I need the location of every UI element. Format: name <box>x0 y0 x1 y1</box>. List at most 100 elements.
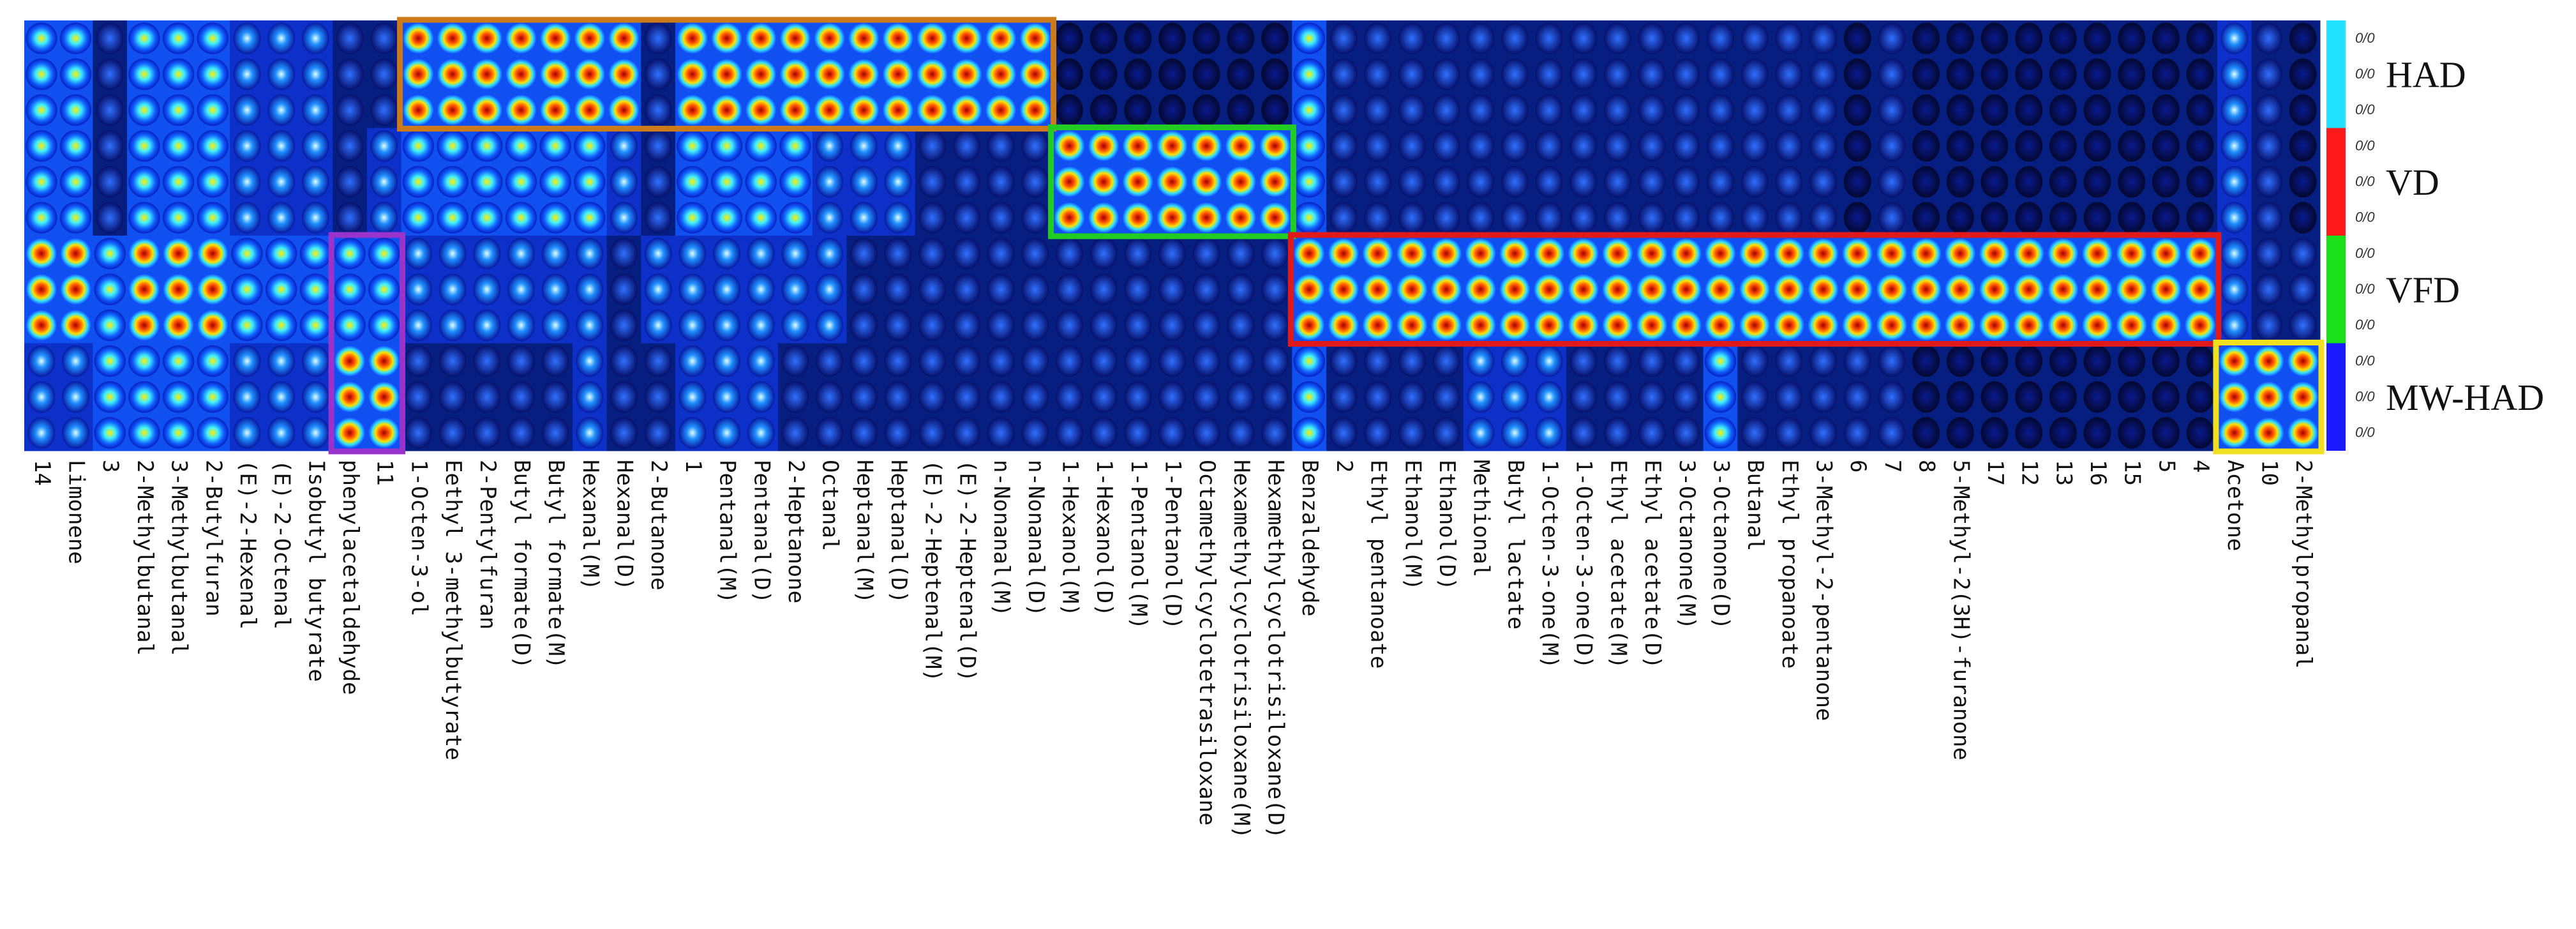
heatmap-spot <box>850 202 878 234</box>
heatmap-spot <box>541 273 569 305</box>
scale-segment <box>2326 20 2346 128</box>
heatmap-spot <box>1227 238 1255 269</box>
heatmap-spot <box>96 130 124 162</box>
heatmap-spot <box>1946 130 1974 162</box>
heatmap-spot <box>710 58 743 90</box>
heatmap-spot <box>1261 22 1289 54</box>
heatmap-spot <box>1432 94 1460 126</box>
heatmap-spot <box>713 309 741 342</box>
heatmap-spot <box>1876 238 1908 269</box>
heatmap-spot <box>1981 22 2009 54</box>
heatmap-spot <box>1535 166 1563 198</box>
heatmap-spot <box>62 345 90 377</box>
heatmap-spot <box>882 22 914 54</box>
heatmap-spot <box>539 22 571 54</box>
heatmap-spot <box>438 238 467 269</box>
heatmap-spot <box>1569 417 1598 449</box>
heatmap-spot <box>1021 202 1049 234</box>
heatmap-spot <box>505 94 537 126</box>
heatmap-spot <box>644 309 672 342</box>
heatmap-spot <box>1912 22 1940 54</box>
heatmap-spot <box>1707 94 1734 126</box>
heatmap-spot <box>197 273 228 305</box>
heatmap-spot <box>1398 58 1426 90</box>
heatmap-spot <box>1329 166 1358 198</box>
column-label: 17 <box>1982 460 2008 486</box>
heatmap-spot <box>2184 273 2216 305</box>
heatmap-spot <box>2152 58 2180 90</box>
heatmap-spot <box>985 58 1017 90</box>
heatmap-spot <box>850 417 878 449</box>
heatmap-spot <box>576 309 604 342</box>
heatmap-spot <box>610 273 638 305</box>
heatmap-spot <box>848 58 880 90</box>
heatmap-spot <box>2287 417 2319 449</box>
heatmap-spot <box>2083 202 2111 234</box>
heatmap-spot <box>368 309 400 342</box>
heatmap-spot <box>2186 345 2214 377</box>
group-labels: HAD VD VFD MW-HAD <box>2386 54 2544 418</box>
heatmap-spot <box>368 381 400 413</box>
heatmap-spot <box>710 22 743 54</box>
heatmap-spot <box>267 22 296 54</box>
heatmap-spot <box>368 273 400 305</box>
scale-tick-label: 0/0 <box>2355 137 2375 153</box>
heatmap-spot <box>128 417 160 449</box>
heatmap-spot <box>882 58 914 90</box>
heatmap-spot <box>1603 381 1631 413</box>
heatmap-spot <box>2152 94 2180 126</box>
heatmap-spot <box>1775 22 1803 54</box>
heatmap-spot <box>610 202 638 234</box>
column-label: Octamethylcyclotetrasiloxane <box>1194 460 1220 826</box>
heatmap-spot <box>336 166 364 198</box>
heatmap-spot <box>336 202 364 234</box>
heatmap-spot <box>1912 94 1940 126</box>
column-label: 7 <box>1880 460 1905 472</box>
heatmap-spot <box>26 22 57 54</box>
heatmap-spot <box>1981 58 2009 90</box>
heatmap-spot <box>952 345 980 377</box>
heatmap-spot <box>918 166 947 198</box>
heatmap-spot <box>2254 130 2282 162</box>
heatmap-spot <box>541 417 569 449</box>
heatmap-spot <box>301 166 329 198</box>
heatmap-spot <box>781 345 809 377</box>
column-label: 3-Octanone(D) <box>1709 460 1734 630</box>
heatmap-spot <box>677 22 708 54</box>
heatmap-spot <box>1432 22 1460 54</box>
scale-tick-label: 0/0 <box>2355 245 2375 261</box>
heatmap-spot <box>233 130 261 162</box>
heatmap-spot <box>233 417 261 449</box>
heatmap-spot <box>1261 417 1289 449</box>
column-label: (E)-2-Heptenal(M) <box>920 460 946 682</box>
heatmap-spot <box>2118 94 2146 126</box>
heatmap-spot <box>265 238 297 269</box>
column-label: Butanal <box>1742 460 1768 551</box>
heatmap-spot <box>1396 273 1428 305</box>
heatmap-spot <box>1603 345 1631 377</box>
column-label: Isobutyl butyrate <box>303 460 329 682</box>
heatmap-spot <box>1809 417 1838 449</box>
heatmap-spot <box>2116 238 2148 269</box>
heatmap-spot <box>507 345 535 377</box>
column-label: 15 <box>2120 460 2145 486</box>
heatmap-spot <box>1535 202 1563 234</box>
heatmap-spot <box>950 94 983 126</box>
heatmap-spot <box>884 345 912 377</box>
heatmap-spot <box>1670 238 1702 269</box>
heatmap-spot <box>1227 58 1255 90</box>
heatmap-spot <box>610 417 638 449</box>
heatmap-spot <box>1088 166 1120 198</box>
heatmap-spot <box>1124 417 1152 449</box>
heatmap-spot <box>1638 381 1666 413</box>
column-label: Ethyl pentanoate <box>1366 460 1391 669</box>
heatmap-spot <box>2287 345 2319 377</box>
heatmap-spot <box>2186 166 2214 198</box>
heatmap-spot <box>1090 309 1118 342</box>
heatmap-spot <box>2289 238 2317 269</box>
heatmap-spot <box>916 22 948 54</box>
heatmap-spot <box>301 22 329 54</box>
heatmap-spot <box>2220 273 2249 305</box>
heatmap-spot <box>1535 94 1563 126</box>
heatmap-spot <box>2252 417 2285 449</box>
